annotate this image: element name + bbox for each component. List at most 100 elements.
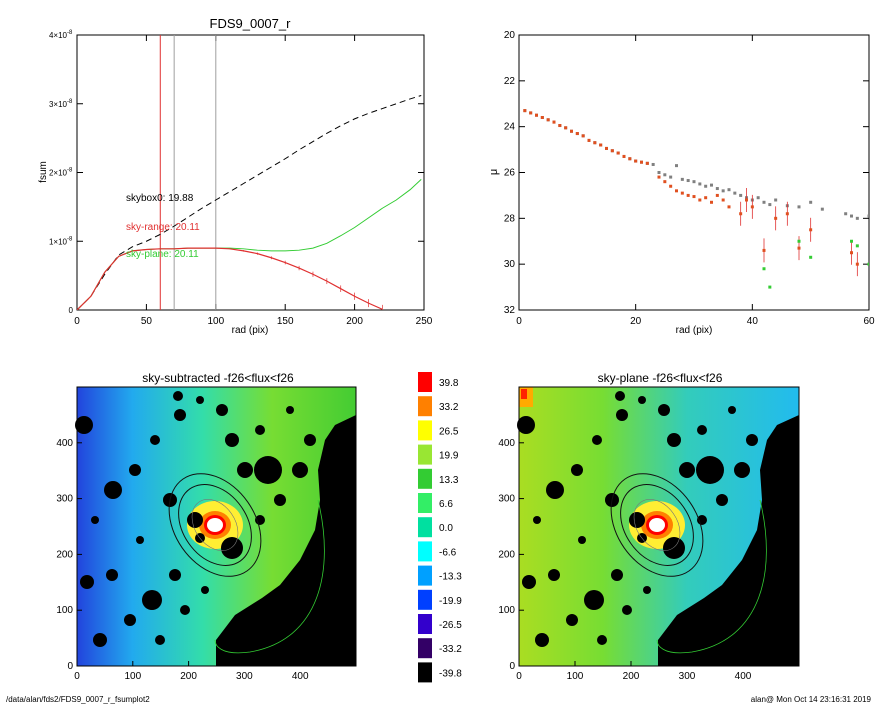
skybox-series-line <box>77 95 422 310</box>
mu-data-point <box>640 160 643 164</box>
mu-data-point <box>768 203 772 207</box>
fsum-y-axis-label: fsum <box>38 161 49 183</box>
x-tick-label: 50 <box>141 316 153 327</box>
mu-data-point <box>686 193 690 197</box>
mu-data-point <box>715 193 719 197</box>
mu-data-point <box>844 212 848 216</box>
y-tick-label: 26 <box>504 168 516 179</box>
y-tick-label: 300 <box>56 494 73 505</box>
colorbar-label: -39.8 <box>439 668 462 679</box>
colorbar-label: -19.9 <box>439 596 462 607</box>
mu-data-point <box>523 109 527 113</box>
mu-data-point <box>739 193 743 197</box>
mu-data-point <box>692 195 696 199</box>
mu-data-point <box>593 141 597 145</box>
sky-subtracted-title: sky-subtracted -f26<flux<f26 <box>142 371 294 385</box>
mu-data-point <box>540 116 544 119</box>
mu-data-point <box>797 239 801 243</box>
mu-data-point <box>529 111 533 115</box>
mu-data-point <box>762 200 766 204</box>
mu-data-point <box>797 246 801 250</box>
mu-data-point <box>785 212 789 216</box>
sky-range-series-line <box>77 247 383 310</box>
colorbar-label: 33.2 <box>439 402 459 413</box>
x-tick-label: 100 <box>207 316 224 327</box>
y-tick-label: 3×10 <box>49 100 68 109</box>
y-tick-label: 32 <box>504 305 516 316</box>
y-tick-label: 20 <box>504 30 516 41</box>
y-tick-label: 200 <box>498 549 515 560</box>
sky-subtracted-image <box>75 386 357 667</box>
mu-data-point <box>820 207 824 211</box>
mu-data-point <box>855 262 859 266</box>
y-tick-exponent: -8 <box>67 99 73 105</box>
mu-plot-frame <box>518 34 870 311</box>
mu-data-point <box>762 267 766 271</box>
mu-data-point <box>727 188 731 192</box>
mu-data-point <box>663 173 667 177</box>
colorbar-label: -33.2 <box>439 644 462 655</box>
mu-data-point <box>622 154 626 158</box>
x-tick-label: 150 <box>277 316 294 327</box>
mu-data-point <box>867 262 869 266</box>
x-tick-label: 300 <box>236 671 253 682</box>
mu-data-point <box>797 205 801 209</box>
mu-data-point <box>809 200 813 204</box>
x-tick-label: 0 <box>74 671 80 682</box>
colorbar-swatch <box>418 396 432 417</box>
annotation-sky-range: sky-range: 20.11 <box>126 222 200 233</box>
mu-data-point <box>535 113 538 117</box>
colorbar-swatch <box>418 493 432 513</box>
mu-data-point <box>552 120 556 124</box>
colorbar-label: -6.6 <box>439 547 457 558</box>
mu-data-point <box>727 205 731 209</box>
x-tick-label: 200 <box>180 671 197 682</box>
x-tick-label: 0 <box>516 671 522 682</box>
colorbar-swatch <box>418 638 432 659</box>
y-tick-label: 2×10 <box>49 169 68 178</box>
mu-data-point <box>750 205 754 209</box>
y-tick-label: 200 <box>56 549 73 560</box>
mu-data-point <box>698 182 702 186</box>
mu-data-point <box>855 244 859 248</box>
annotation-sky-plane: sky-plane: 20.11 <box>126 249 199 260</box>
mu-data-point <box>570 129 573 133</box>
sky-plane-title: sky-plane -f26<flux<f26 <box>598 371 723 385</box>
x-tick-label: 400 <box>292 671 309 682</box>
fsum-plot-title: FDS9_0007_r <box>210 16 292 31</box>
sky-subtracted-image-panel: sky-subtracted -f26<flux<f26 <box>56 371 357 682</box>
fsum-plot: FDS9_0007_r rad (pix) fsum 0 50 100 150 200 2… <box>38 16 433 336</box>
x-tick-label: 200 <box>623 671 640 682</box>
mu-data-point <box>645 161 649 165</box>
x-tick-label: 200 <box>346 316 363 327</box>
y-tick-label: 400 <box>498 438 515 449</box>
y-tick-label: 1×10 <box>49 237 68 246</box>
colorbar-label: 6.6 <box>439 499 453 510</box>
mu-data-point <box>867 214 869 218</box>
mu-data-point <box>651 162 655 166</box>
sky-plane-image <box>517 386 800 667</box>
colorbar-swatch <box>418 541 432 562</box>
mu-data-point <box>774 198 778 202</box>
colorbar-swatch <box>418 614 432 634</box>
y-tick-label: 0 <box>67 661 73 672</box>
colorbar-swatch <box>418 565 432 586</box>
colorbar-label: 39.8 <box>439 378 459 389</box>
mu-data-point <box>610 149 614 153</box>
mu-data-point <box>575 132 579 136</box>
y-tick-label: 4×10 <box>49 31 68 40</box>
x-tick-label: 300 <box>679 671 696 682</box>
mu-data-point <box>733 191 737 195</box>
mu-data-point <box>850 239 853 243</box>
sky-plane-image-panel: sky-plane -f26<flux<f26 <box>498 371 800 682</box>
mu-data-point <box>564 126 568 130</box>
x-tick-label: 250 <box>416 316 433 327</box>
mu-y-axis-label: μ <box>488 169 500 175</box>
colorbar-swatch <box>418 372 432 392</box>
mu-data-point <box>715 187 719 191</box>
mu-data-point <box>710 200 713 204</box>
x-tick-label: 100 <box>567 671 584 682</box>
mu-plot: rad (pix) μ 0 20 40 60 20 22 24 26 28 30 32 <box>488 30 875 336</box>
mu-data-point <box>745 198 748 202</box>
